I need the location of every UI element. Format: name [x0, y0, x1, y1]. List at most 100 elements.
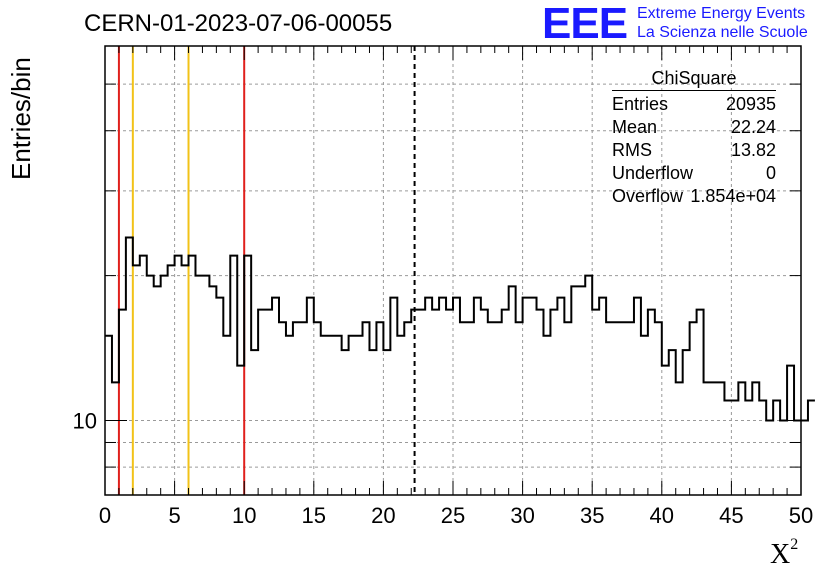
histogram-bin — [272, 298, 279, 495]
histogram-bin — [161, 276, 168, 495]
histogram-bin — [543, 336, 550, 495]
histogram-bin — [168, 265, 175, 495]
histogram-bin — [523, 298, 530, 495]
eee-tagline-1: Extreme Energy Events — [637, 5, 806, 22]
histogram-bin — [704, 382, 711, 495]
x-axis-label: X2 — [770, 536, 799, 570]
histogram-bin — [195, 276, 202, 495]
histogram-bin — [495, 322, 502, 495]
x-tick-label: 50 — [789, 503, 813, 528]
histogram-bin — [175, 256, 182, 495]
histogram-bin — [140, 256, 147, 495]
histogram-bin — [564, 322, 571, 495]
histogram-bin — [216, 298, 223, 495]
histogram-bin — [397, 336, 404, 495]
histogram-bin — [363, 322, 370, 495]
histogram-bin — [369, 350, 376, 495]
histogram-bin — [112, 382, 119, 495]
x-tick-label: 20 — [371, 503, 395, 528]
histogram-bin — [411, 310, 418, 495]
histogram-bin — [342, 350, 349, 495]
histogram-bin — [446, 310, 453, 495]
histogram-bin — [460, 322, 467, 495]
stat-value: 13.82 — [730, 140, 776, 160]
x-tick-label: 15 — [302, 503, 326, 528]
x-tick-label: 0 — [99, 503, 111, 528]
histogram-bin — [620, 322, 627, 495]
histogram-bin — [105, 336, 112, 495]
histogram-bin — [578, 286, 585, 495]
histogram-bin — [307, 298, 314, 495]
stat-value: 22.24 — [730, 117, 776, 137]
x-tick-label: 40 — [650, 503, 674, 528]
histogram-bin — [209, 286, 216, 495]
x-tick-label: 10 — [232, 503, 256, 528]
x-tick-label: 30 — [510, 503, 534, 528]
y-axis-label: Entries/bin — [6, 57, 36, 180]
histogram-bin — [467, 322, 474, 495]
histogram-bin — [258, 310, 265, 495]
histogram-bin — [752, 382, 759, 495]
histogram-bin — [557, 298, 564, 495]
histogram-bin — [321, 336, 328, 495]
stat-label: Overflow — [612, 186, 684, 206]
histogram-series — [105, 236, 815, 495]
histogram-bin — [390, 298, 397, 495]
histogram-bin — [773, 401, 780, 495]
histogram-bin — [613, 322, 620, 495]
histogram-bin — [133, 265, 140, 495]
histogram-bin — [801, 420, 808, 495]
histogram-bin — [516, 322, 523, 495]
histogram-bin — [383, 350, 390, 495]
eee-tagline-2: La Scienza nelle Scuole — [637, 24, 808, 41]
histogram-bin — [627, 322, 634, 495]
tick-labels: 0 5 10 15 20 25 30 35 40 45 50 10 — [73, 408, 814, 528]
histogram-bin — [182, 265, 189, 495]
histogram-bin — [738, 382, 745, 495]
eee-logo: EEE — [542, 0, 628, 48]
histogram-bin — [537, 310, 544, 495]
stat-value: 0 — [765, 163, 776, 183]
stat-label: Entries — [612, 94, 669, 114]
histogram-bin — [509, 286, 516, 495]
histogram-bin — [488, 322, 495, 495]
histogram-bin — [293, 322, 300, 495]
histogram-bin — [669, 350, 676, 495]
stat-row-underflow: Underflow 0 — [612, 162, 776, 185]
histogram-bin — [731, 401, 738, 495]
histogram-bin — [585, 276, 592, 495]
histogram-bin — [502, 310, 509, 495]
x-tick-label: 35 — [580, 503, 604, 528]
axes — [104, 45, 802, 496]
histogram-bin — [356, 336, 363, 495]
y-tick-label: 10 — [73, 408, 97, 433]
histogram-bin — [592, 310, 599, 495]
histogram-bin — [724, 401, 731, 495]
histogram-bin — [662, 366, 669, 495]
x-tick-label: 5 — [168, 503, 180, 528]
stats-title: ChiSquare — [612, 68, 776, 91]
x-tick-label: 45 — [719, 503, 743, 528]
histogram-bin — [711, 382, 718, 495]
histogram-bin — [286, 336, 293, 495]
histogram-bin — [251, 350, 258, 495]
histogram-bin — [794, 420, 801, 495]
stat-row-rms: RMS 13.82 — [612, 139, 776, 162]
x-tick-label: 25 — [441, 503, 465, 528]
stat-label: RMS — [612, 140, 652, 160]
histogram-bin — [432, 310, 439, 495]
histogram-bin — [376, 322, 383, 495]
histogram-bin — [606, 322, 613, 495]
histogram-bin — [641, 336, 648, 495]
histogram-bin — [328, 336, 335, 495]
histogram-bin — [717, 382, 724, 495]
histogram-bin — [335, 336, 342, 495]
histogram-bin — [404, 322, 411, 495]
histogram-bin — [571, 286, 578, 495]
plot-title: CERN-01-2023-07-06-00055 — [84, 10, 393, 37]
stat-row-mean: Mean 22.24 — [612, 116, 776, 139]
histogram-bin — [676, 382, 683, 495]
histogram-bin — [530, 298, 537, 495]
histogram-bin — [787, 366, 794, 495]
